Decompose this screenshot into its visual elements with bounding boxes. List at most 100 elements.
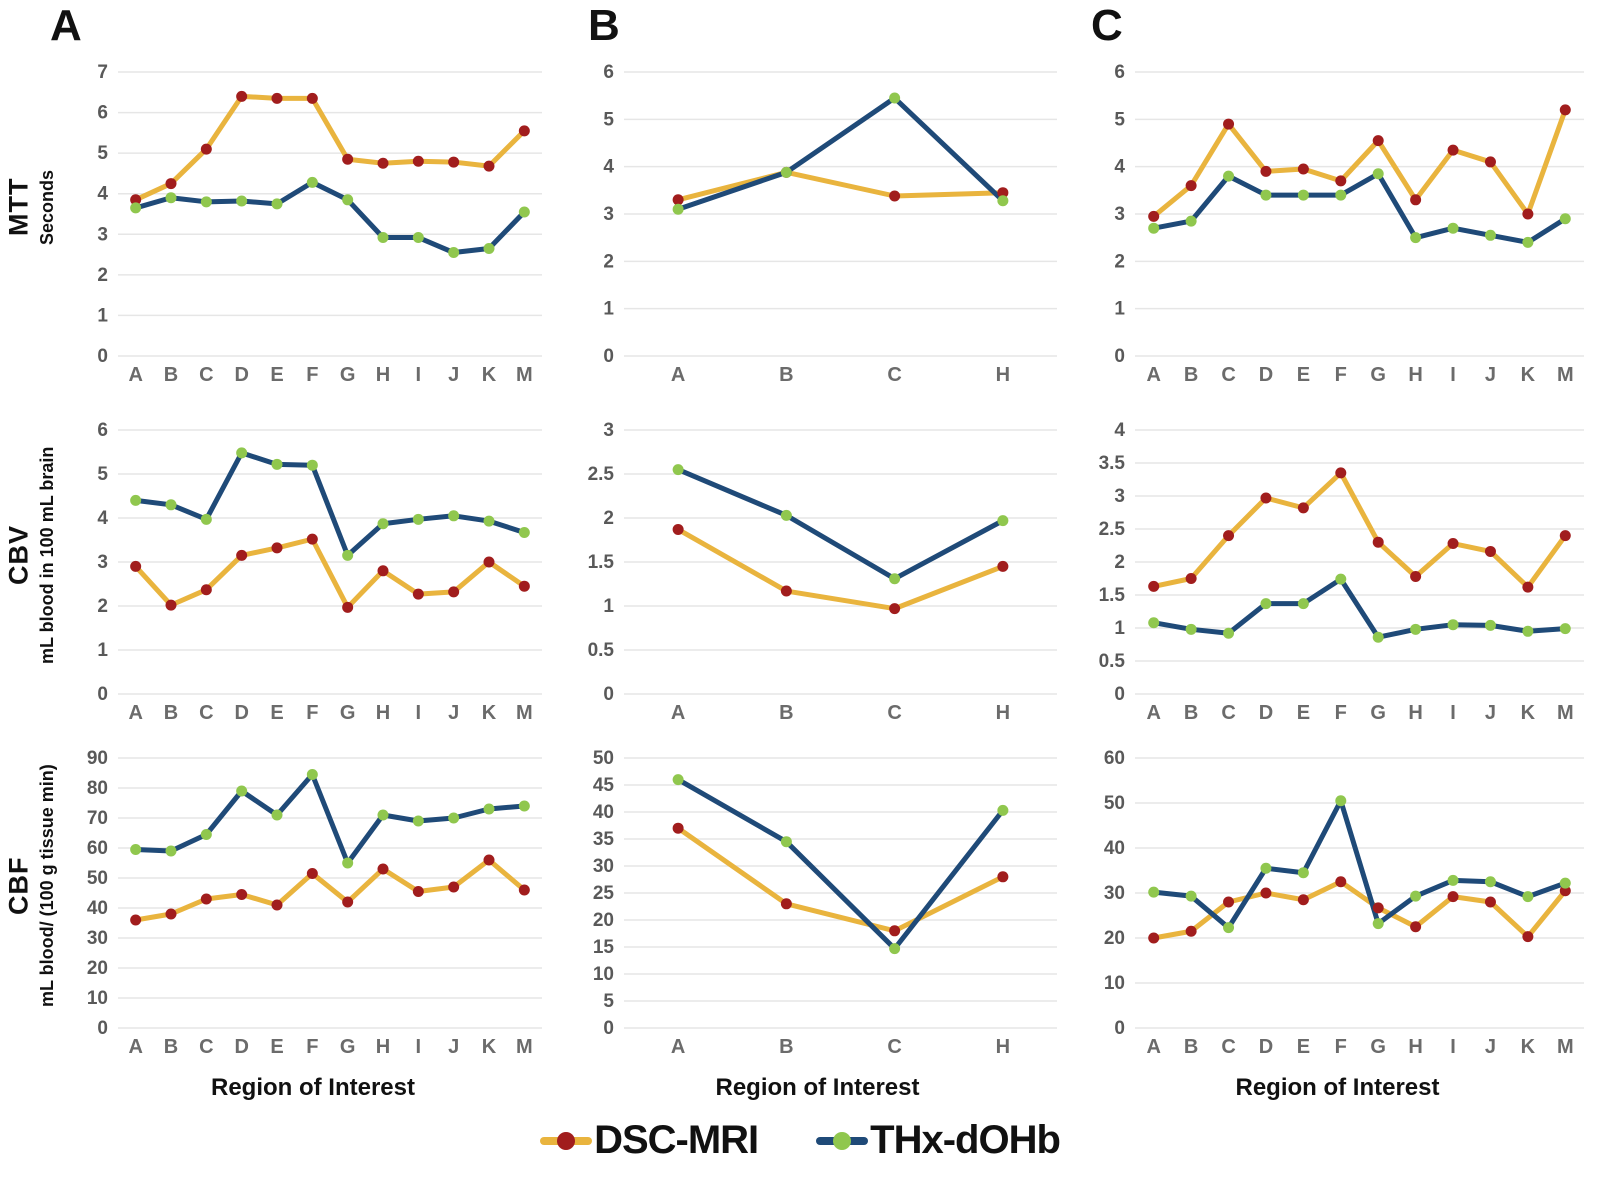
svg-text:D: D [234, 364, 248, 386]
svg-text:I: I [416, 1036, 422, 1058]
svg-text:M: M [516, 1036, 533, 1058]
svg-text:0: 0 [1114, 1018, 1125, 1039]
svg-text:G: G [340, 1036, 356, 1058]
svg-text:M: M [516, 702, 533, 724]
svg-text:A: A [671, 702, 685, 724]
svg-text:H: H [376, 1036, 390, 1058]
y-axis-title-seconds: Seconds [37, 169, 57, 245]
svg-text:2: 2 [1114, 251, 1125, 272]
svg-text:M: M [1557, 364, 1574, 386]
dsc-mri-marker-swatch [557, 1131, 576, 1150]
svg-text:5: 5 [97, 464, 108, 485]
svg-text:B: B [779, 1036, 793, 1058]
panel-label-a: A [50, 1, 82, 50]
legend: DSC-MRI THx-dOHb [0, 1118, 1600, 1163]
svg-text:4: 4 [1114, 157, 1125, 178]
svg-text:K: K [482, 1036, 497, 1058]
svg-text:5: 5 [97, 143, 108, 164]
svg-text:E: E [1297, 364, 1310, 386]
svg-text:G: G [1370, 1036, 1386, 1058]
svg-text:40: 40 [593, 802, 614, 823]
svg-text:30: 30 [87, 928, 108, 949]
svg-text:1: 1 [603, 596, 614, 617]
svg-text:30: 30 [593, 856, 614, 877]
svg-text:4: 4 [1114, 420, 1125, 441]
panel-label-b: B [588, 1, 620, 50]
svg-text:0: 0 [603, 684, 614, 705]
svg-text:0: 0 [97, 1018, 108, 1039]
svg-text:3: 3 [603, 204, 614, 225]
svg-text:2: 2 [97, 265, 108, 286]
dsc-mri-line-marker-icon [540, 1131, 593, 1150]
svg-text:F: F [1335, 364, 1347, 386]
svg-text:50: 50 [593, 748, 614, 769]
svg-text:D: D [234, 702, 248, 724]
svg-text:0: 0 [1114, 684, 1125, 705]
svg-text:D: D [1259, 1036, 1273, 1058]
thx-dohb-marker-swatch [833, 1131, 852, 1150]
cell-b-mtt: 0 1 2 3 4 5 6 A B C H [560, 56, 1075, 388]
svg-text:0: 0 [97, 684, 108, 705]
svg-text:J: J [1485, 1036, 1496, 1058]
svg-text:A: A [128, 364, 142, 386]
legend-item-thx-dohb: THx-dOHb [816, 1118, 1061, 1163]
svg-text:0.5: 0.5 [588, 640, 615, 661]
x-axis-title-c: Region of Interest [1235, 1074, 1440, 1101]
svg-text:0.5: 0.5 [1099, 651, 1126, 672]
svg-text:2: 2 [97, 596, 108, 617]
svg-text:2: 2 [603, 508, 614, 529]
y-axis-title-cbv: mL blood in 100 mL brain [37, 446, 57, 664]
cell-c-cbv: 0 0.5 1 1.5 2 2.5 3 3.5 4 A B C D E F G H I J K M [1075, 414, 1600, 726]
svg-text:H: H [996, 1036, 1010, 1058]
svg-text:H: H [996, 364, 1010, 386]
row-label-cbv: CBV [3, 525, 34, 586]
svg-text:F: F [1335, 1036, 1347, 1058]
svg-text:D: D [1259, 702, 1273, 724]
svg-text:D: D [234, 1036, 248, 1058]
svg-text:A: A [1146, 364, 1160, 386]
svg-text:H: H [376, 702, 390, 724]
svg-text:25: 25 [593, 883, 615, 904]
svg-text:6: 6 [97, 103, 108, 124]
svg-text:A: A [128, 702, 142, 724]
svg-text:C: C [1221, 702, 1235, 724]
panel-label-c: C [1091, 1, 1123, 50]
svg-text:J: J [448, 1036, 459, 1058]
cell-c-cbf: 0 10 20 30 40 50 60 A B C D E F G H I J K M [1075, 742, 1600, 1060]
svg-text:5: 5 [603, 991, 614, 1012]
svg-text:H: H [1408, 1036, 1422, 1058]
svg-text:K: K [1521, 702, 1536, 724]
svg-text:3: 3 [1114, 486, 1125, 507]
svg-text:4: 4 [603, 157, 614, 178]
svg-text:4: 4 [97, 184, 108, 205]
svg-text:D: D [1259, 364, 1273, 386]
svg-text:1: 1 [1114, 618, 1125, 639]
svg-text:2.5: 2.5 [588, 464, 615, 485]
cell-a-cbf: CBF mL blood/ (100 g tissue min) 0 10 20 30… [0, 742, 560, 1060]
svg-text:A: A [1146, 1036, 1160, 1058]
svg-text:F: F [306, 1036, 318, 1058]
svg-text:70: 70 [87, 808, 108, 829]
svg-text:B: B [1184, 364, 1198, 386]
svg-text:40: 40 [1104, 838, 1125, 859]
svg-text:C: C [199, 1036, 213, 1058]
x-axis-title-a: Region of Interest [210, 1074, 415, 1101]
svg-text:J: J [448, 702, 459, 724]
svg-text:C: C [199, 702, 213, 724]
svg-text:F: F [1335, 702, 1347, 724]
svg-text:B: B [164, 1036, 178, 1058]
svg-text:I: I [416, 702, 422, 724]
svg-text:10: 10 [87, 988, 108, 1009]
legend-item-dsc-mri: DSC-MRI [540, 1118, 759, 1163]
cell-b-cbv: 0 0.5 1 1.5 2 2.5 3 A B C H [560, 414, 1075, 726]
svg-text:K: K [482, 702, 497, 724]
svg-text:G: G [340, 364, 356, 386]
svg-text:C: C [887, 1036, 901, 1058]
y-axis-title-cbf: mL blood/ (100 g tissue min) [37, 764, 57, 1008]
svg-text:4: 4 [97, 508, 108, 529]
svg-text:H: H [1408, 702, 1422, 724]
svg-text:C: C [1221, 1036, 1235, 1058]
svg-text:6: 6 [97, 420, 108, 441]
